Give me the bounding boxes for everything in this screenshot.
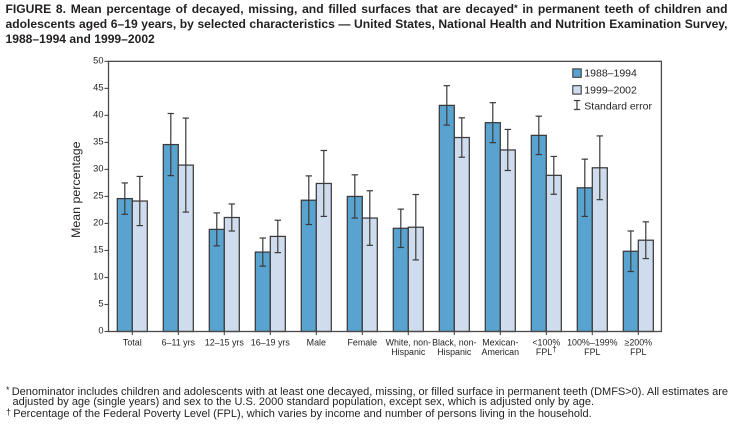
svg-text:<100%: <100% bbox=[532, 338, 560, 348]
svg-text:1988–1994: 1988–1994 bbox=[584, 68, 637, 80]
svg-text:Hispanic: Hispanic bbox=[437, 347, 472, 357]
svg-text:≥200%: ≥200% bbox=[625, 338, 653, 348]
svg-text:16–19 yrs: 16–19 yrs bbox=[251, 338, 291, 348]
svg-text:FPL: FPL bbox=[630, 347, 646, 357]
svg-text:45: 45 bbox=[93, 82, 103, 92]
svg-text:15: 15 bbox=[93, 245, 103, 255]
svg-text:12–15 yrs: 12–15 yrs bbox=[205, 338, 245, 348]
svg-text:Mexican-: Mexican- bbox=[482, 338, 518, 348]
svg-text:Black, non-: Black, non- bbox=[432, 338, 476, 348]
svg-text:Female: Female bbox=[348, 338, 378, 348]
svg-text:100%–199%: 100%–199% bbox=[567, 338, 617, 348]
svg-text:Hispanic: Hispanic bbox=[391, 347, 426, 357]
svg-text:White, non-: White, non- bbox=[386, 338, 431, 348]
svg-text:Standard error: Standard error bbox=[584, 100, 652, 112]
svg-text:50: 50 bbox=[93, 55, 103, 65]
svg-text:5: 5 bbox=[98, 299, 103, 309]
svg-text:6–11 yrs: 6–11 yrs bbox=[162, 338, 196, 348]
svg-text:Total: Total bbox=[123, 338, 142, 348]
svg-text:FPL: FPL bbox=[584, 347, 600, 357]
svg-text:American: American bbox=[482, 347, 520, 357]
svg-text:0: 0 bbox=[98, 326, 103, 336]
svg-text:Mean percentage: Mean percentage bbox=[69, 141, 83, 238]
svg-text:35: 35 bbox=[93, 137, 103, 147]
svg-text:30: 30 bbox=[93, 164, 103, 174]
svg-text:20: 20 bbox=[93, 218, 103, 228]
svg-text:25: 25 bbox=[93, 191, 103, 201]
svg-text:Male: Male bbox=[307, 338, 326, 348]
svg-text:40: 40 bbox=[93, 109, 103, 119]
svg-text:10: 10 bbox=[93, 272, 103, 282]
svg-text:1999–2002: 1999–2002 bbox=[584, 84, 637, 96]
svg-text:FPL†: FPL† bbox=[536, 345, 557, 357]
